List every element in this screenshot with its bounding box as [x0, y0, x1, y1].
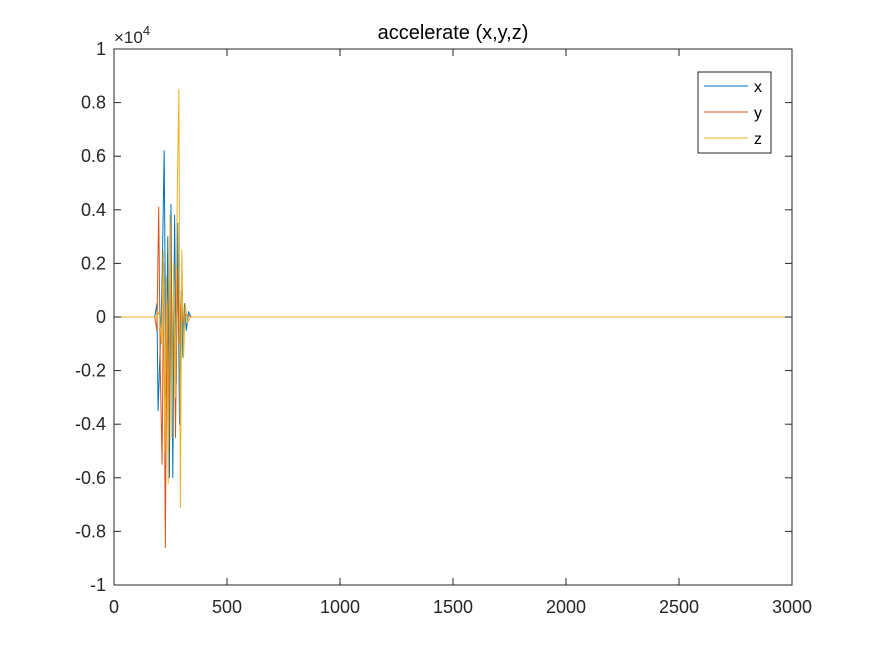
x-tick-label: 1000	[320, 597, 360, 617]
x-tick-label: 500	[212, 597, 242, 617]
legend: xyz	[697, 71, 772, 154]
y-tick-label: 0	[96, 307, 106, 327]
y-multiplier-exponent: 4	[143, 23, 150, 38]
x-tick-label: 2000	[546, 597, 586, 617]
y-tick-label: -0.6	[75, 468, 106, 488]
chart-title: accelerate (x,y,z)	[378, 22, 529, 44]
y-tick-label: 0.2	[81, 253, 106, 273]
y-tick-label: 0.6	[81, 146, 106, 166]
legend-label-x: x	[754, 79, 762, 96]
y-tick-label: -0.8	[75, 521, 106, 541]
y-tick-label: 0.8	[81, 93, 106, 113]
axes-layer: 0 500 1000 1500 2000 2500 3000 -1 -0.8 -0.6 -0.4 -0…	[75, 39, 812, 617]
series-line-z	[114, 88, 792, 508]
series-layer	[114, 88, 792, 548]
legend-label-z: z	[754, 131, 762, 148]
y-tick-label: -0.2	[75, 361, 106, 381]
x-tick-label: 1500	[433, 597, 473, 617]
y-tick-label: 0.4	[81, 200, 106, 220]
y-multiplier: ×104	[114, 23, 150, 47]
legend-label-y: y	[754, 105, 762, 122]
y-multiplier-base: ×10	[114, 28, 143, 47]
y-tick-label: -0.4	[75, 414, 106, 434]
y-tick-label: -1	[90, 575, 106, 595]
x-tick-label: 0	[109, 597, 119, 617]
y-tick-label: 1	[96, 39, 106, 59]
x-tick-label: 2500	[659, 597, 699, 617]
x-tick-label: 3000	[772, 597, 812, 617]
